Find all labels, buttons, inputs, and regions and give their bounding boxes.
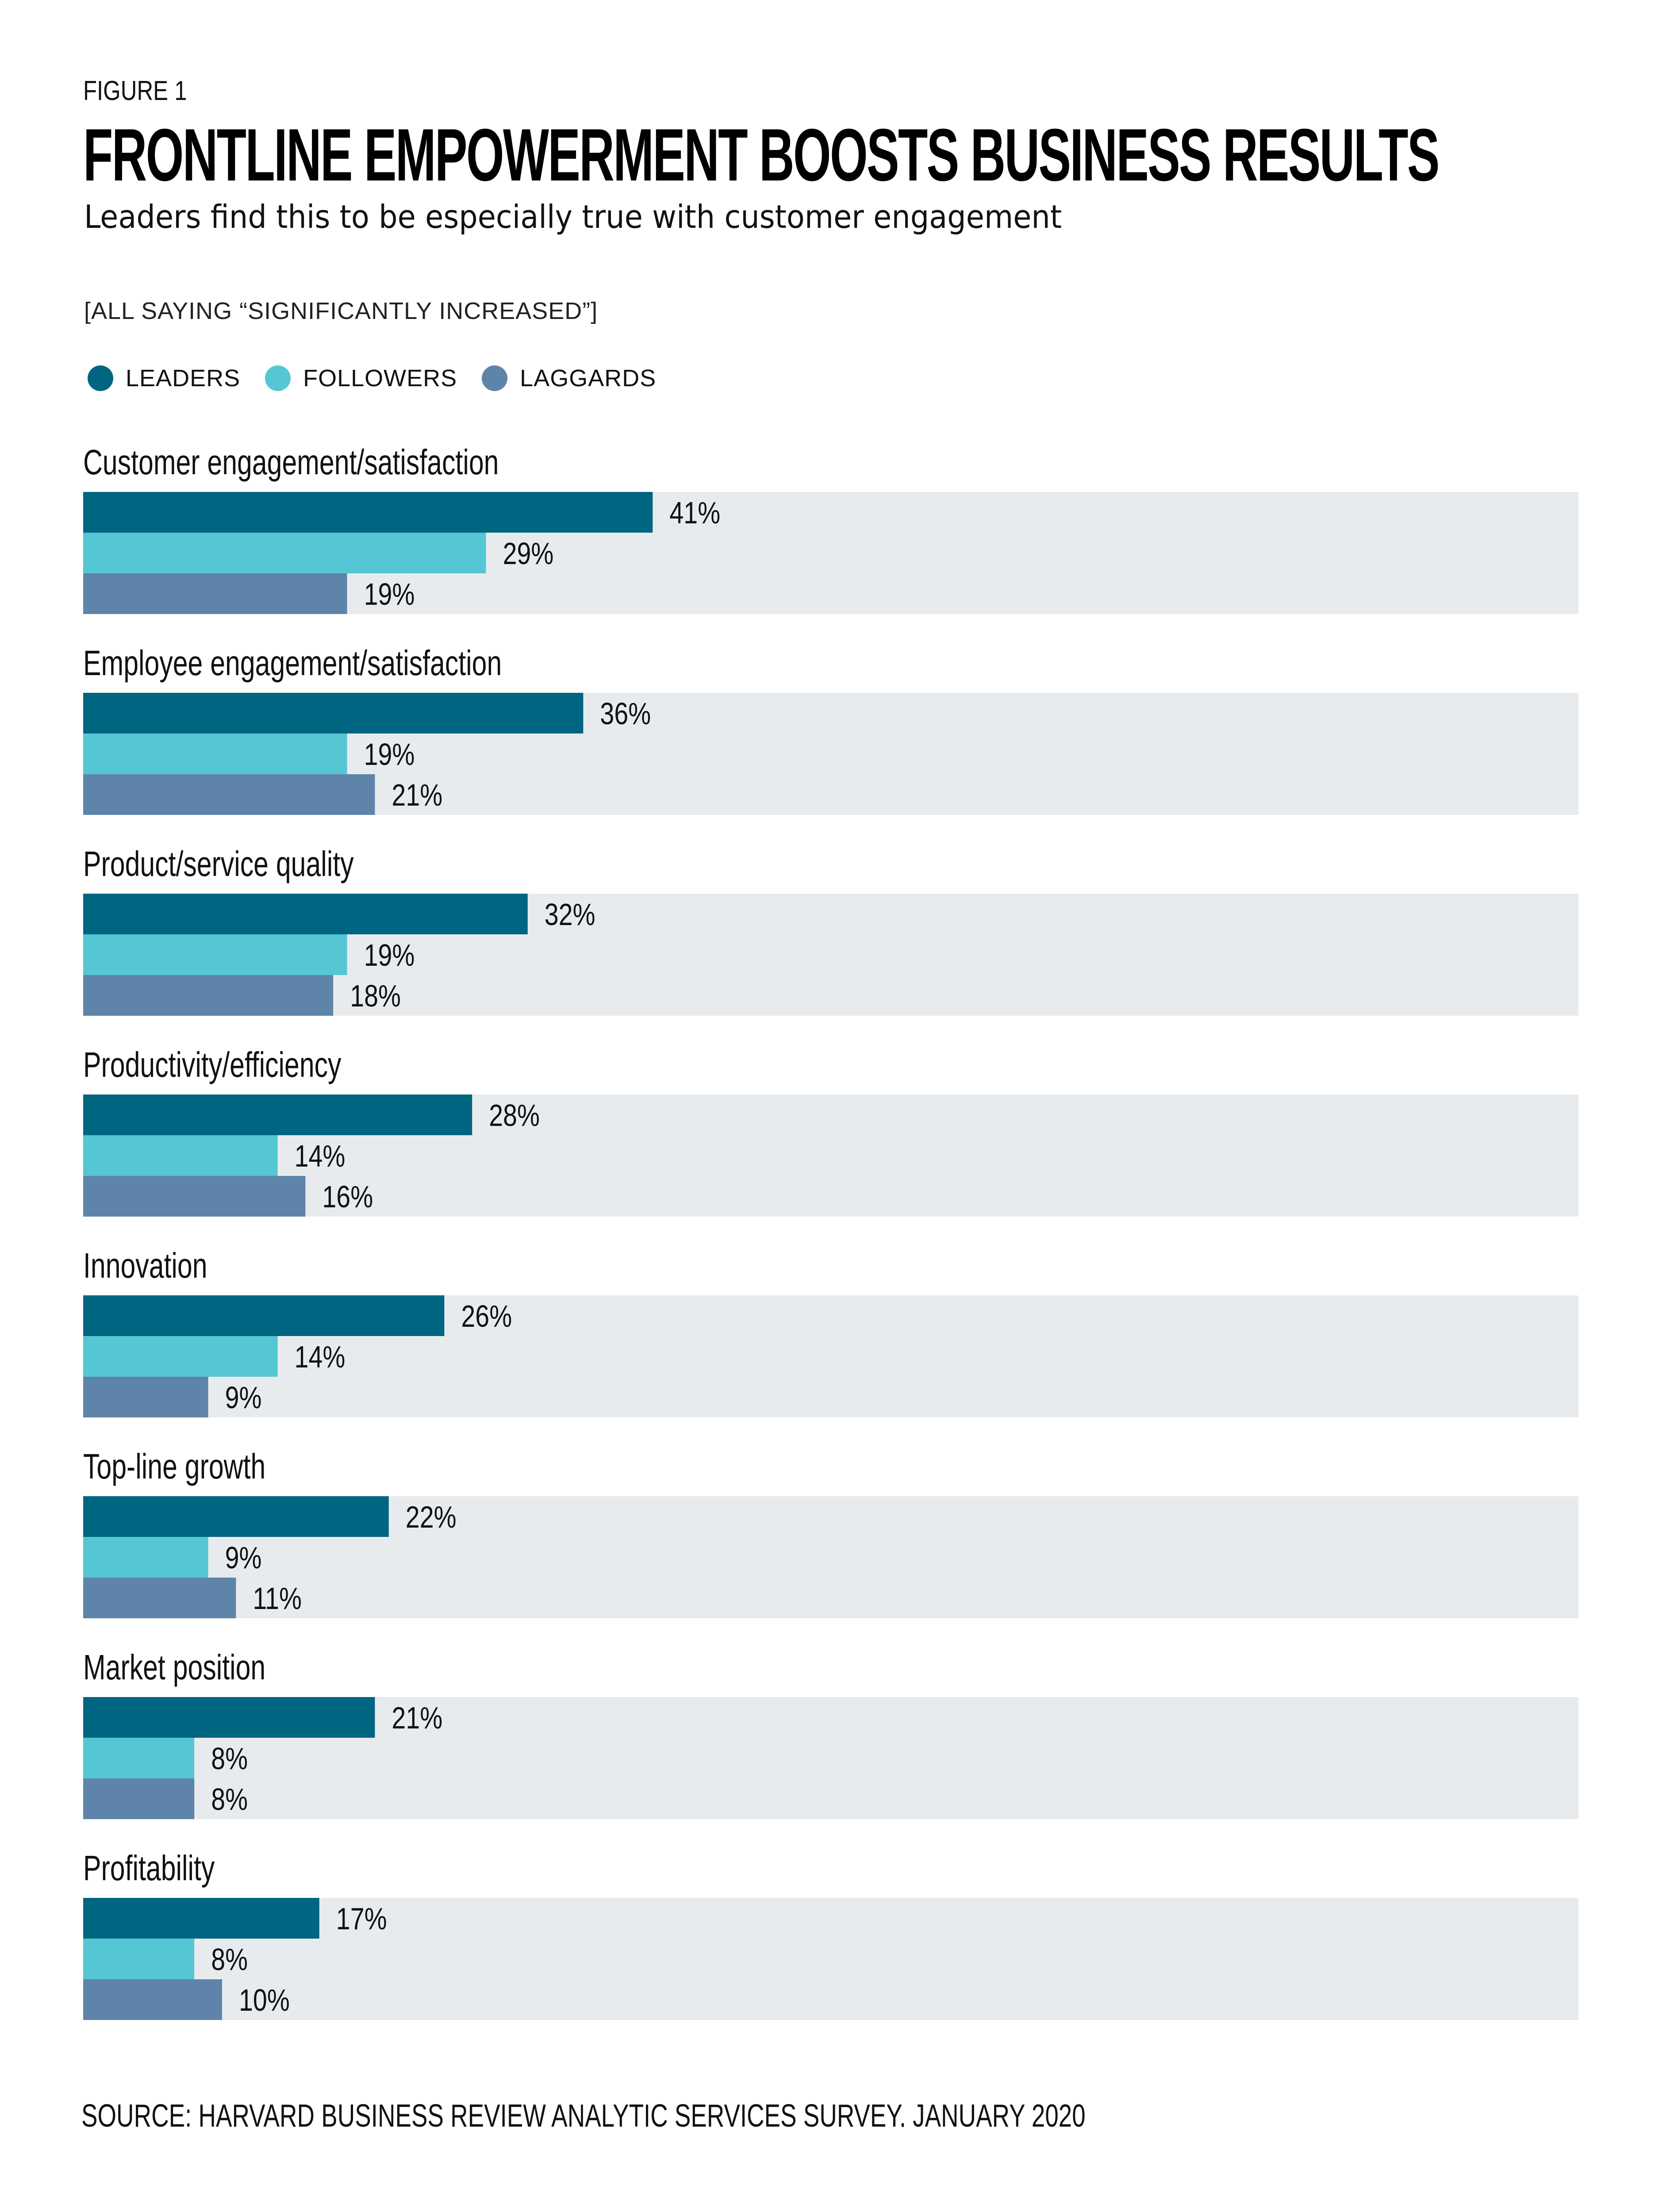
bar-leaders-productivity-efficiency <box>83 1094 472 1135</box>
chart-note: [ALL SAYING “SIGNIFICANTLY INCREASED”] <box>84 298 598 324</box>
bar-track-profitability <box>83 1898 1578 2020</box>
value-label-laggards-employee-engagement-satisfaction: 21% <box>392 778 442 813</box>
bar-laggards-productivity-efficiency <box>83 1176 306 1217</box>
legend-swatch-leaders <box>88 365 113 391</box>
bar-laggards-product-service-quality <box>83 975 334 1016</box>
value-label-leaders-innovation: 26% <box>461 1299 512 1334</box>
legend-item-followers: FOLLOWERS <box>265 365 457 392</box>
value-label-followers-employee-engagement-satisfaction: 19% <box>364 737 415 772</box>
value-label-followers-market-position: 8% <box>211 1741 248 1776</box>
value-label-leaders-market-position: 21% <box>392 1701 442 1736</box>
bar-laggards-innovation <box>83 1377 208 1417</box>
bar-followers-product-service-quality <box>83 934 347 975</box>
legend-label-leaders: LEADERS <box>126 365 241 392</box>
category-label-customer-engagement-satisfaction: Customer engagement/satisfaction <box>83 443 499 482</box>
value-label-followers-customer-engagement-satisfaction: 29% <box>503 536 554 571</box>
value-label-laggards-customer-engagement-satisfaction: 19% <box>364 577 415 612</box>
bar-leaders-innovation <box>83 1295 445 1336</box>
value-label-leaders-customer-engagement-satisfaction: 41% <box>669 495 720 530</box>
value-label-followers-product-service-quality: 19% <box>364 938 415 973</box>
legend-label-laggards: LAGGARDS <box>520 365 656 392</box>
value-label-laggards-productivity-efficiency: 16% <box>322 1179 373 1214</box>
bar-followers-profitability <box>83 1939 195 1979</box>
chart-subtitle: Leaders find this to be especially true … <box>84 198 1062 235</box>
bar-followers-market-position <box>83 1738 195 1778</box>
value-label-followers-top-line-growth: 9% <box>225 1540 262 1575</box>
bar-followers-innovation <box>83 1336 278 1377</box>
bar-laggards-market-position <box>83 1778 195 1819</box>
value-label-laggards-innovation: 9% <box>225 1380 262 1415</box>
category-label-product-service-quality: Product/service quality <box>83 845 354 884</box>
bar-laggards-top-line-growth <box>83 1578 236 1618</box>
bar-followers-employee-engagement-satisfaction <box>83 733 347 774</box>
bar-leaders-product-service-quality <box>83 894 528 934</box>
bar-leaders-customer-engagement-satisfaction <box>83 492 653 533</box>
bar-laggards-customer-engagement-satisfaction <box>83 573 347 614</box>
bar-leaders-top-line-growth <box>83 1496 389 1537</box>
value-label-leaders-top-line-growth: 22% <box>406 1500 457 1535</box>
value-label-laggards-product-service-quality: 18% <box>350 979 401 1014</box>
category-label-top-line-growth: Top-line growth <box>83 1447 265 1486</box>
bar-followers-top-line-growth <box>83 1537 208 1578</box>
value-label-laggards-profitability: 10% <box>239 1983 290 2018</box>
value-label-leaders-productivity-efficiency: 28% <box>489 1098 540 1133</box>
category-label-productivity-efficiency: Productivity/efficiency <box>83 1045 342 1085</box>
value-label-leaders-profitability: 17% <box>336 1901 387 1936</box>
chart-title: FRONTLINE EMPOWERMENT BOOSTS BUSINESS RE… <box>83 113 1440 196</box>
value-label-followers-productivity-efficiency: 14% <box>295 1139 346 1174</box>
value-label-followers-innovation: 14% <box>295 1340 346 1375</box>
value-label-leaders-product-service-quality: 32% <box>545 897 595 932</box>
legend: LEADERS FOLLOWERS LAGGARDS <box>88 363 681 394</box>
legend-item-laggards: LAGGARDS <box>482 365 656 392</box>
value-label-followers-profitability: 8% <box>211 1942 248 1977</box>
bar-leaders-employee-engagement-satisfaction <box>83 693 584 733</box>
value-label-laggards-top-line-growth: 11% <box>253 1581 302 1616</box>
category-label-market-position: Market position <box>83 1648 265 1687</box>
bar-leaders-market-position <box>83 1697 375 1738</box>
bar-leaders-profitability <box>83 1898 319 1939</box>
category-label-employee-engagement-satisfaction: Employee engagement/satisfaction <box>83 644 502 683</box>
legend-label-followers: FOLLOWERS <box>303 365 457 392</box>
bar-laggards-profitability <box>83 1979 222 2020</box>
legend-swatch-laggards <box>482 365 508 391</box>
figure-label: FIGURE 1 <box>83 76 187 106</box>
bar-followers-productivity-efficiency <box>83 1135 278 1176</box>
value-label-leaders-employee-engagement-satisfaction: 36% <box>600 696 651 731</box>
legend-swatch-followers <box>265 365 291 391</box>
value-label-laggards-market-position: 8% <box>211 1782 248 1817</box>
category-label-profitability: Profitability <box>83 1849 215 1888</box>
bar-followers-customer-engagement-satisfaction <box>83 533 486 573</box>
source-note: SOURCE: HARVARD BUSINESS REVIEW ANALYTIC… <box>81 2098 1086 2127</box>
bar-laggards-employee-engagement-satisfaction <box>83 774 375 815</box>
legend-item-leaders: LEADERS <box>88 365 240 392</box>
category-label-innovation: Innovation <box>83 1246 207 1286</box>
